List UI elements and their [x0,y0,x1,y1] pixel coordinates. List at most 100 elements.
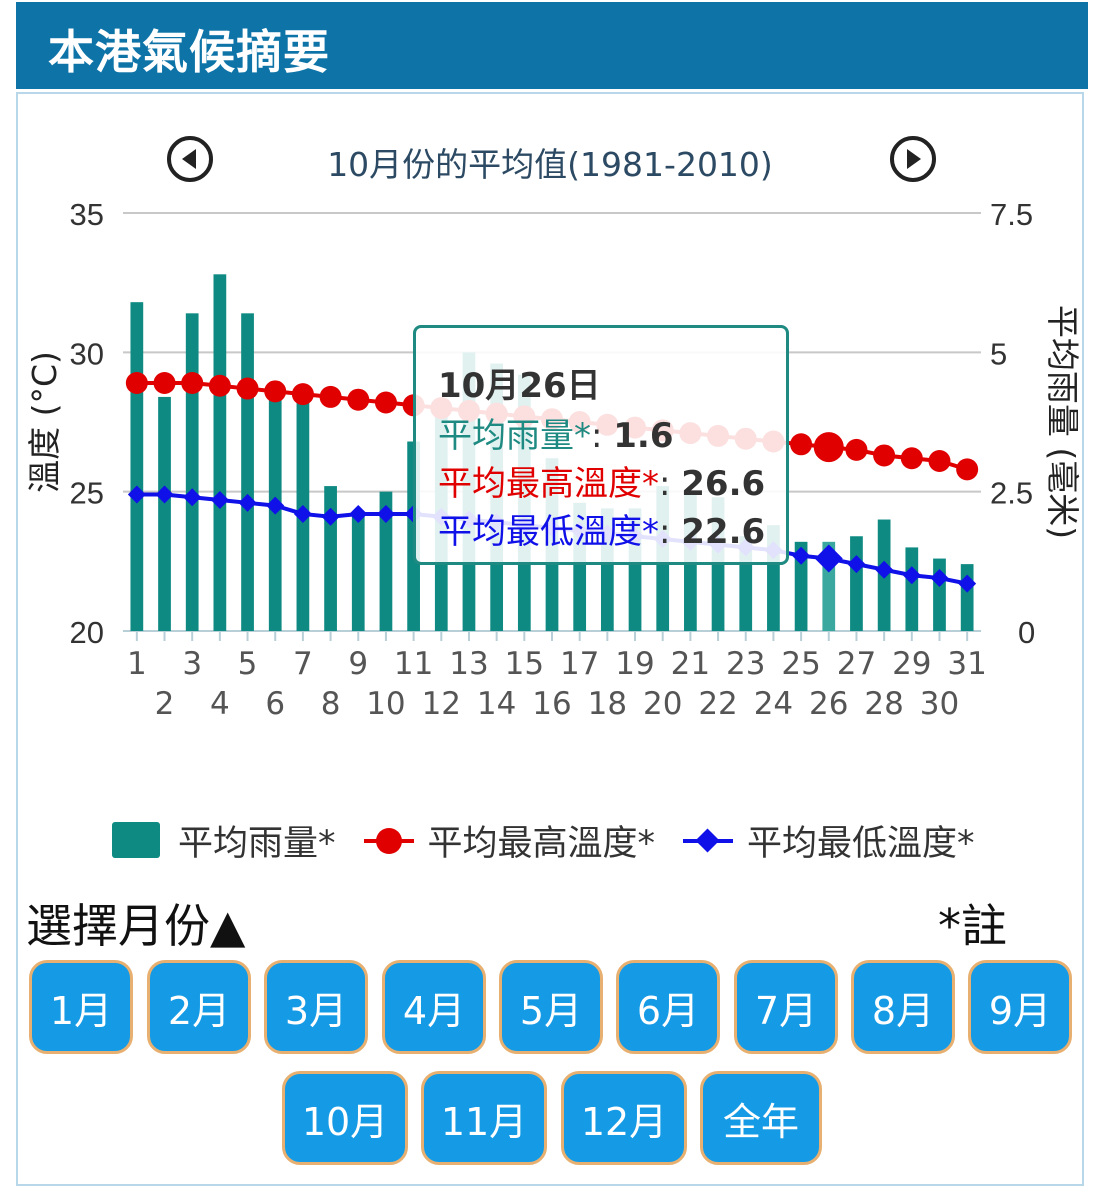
y-left-tick-label: 35 [70,197,104,232]
x-tick-label: 6 [265,686,285,722]
month-button-all-year[interactable]: 全年 [700,1071,822,1165]
x-tick-label: 20 [643,686,682,722]
month-button-12[interactable]: 12月 [561,1071,687,1165]
max-temp-point [264,380,287,403]
y-left-tick-label: 30 [70,336,104,371]
tooltip-rain-value: 1.6 [613,416,674,456]
y-right-tick-label: 7.5 [990,197,1033,232]
y-right-tick-label: 2.5 [990,476,1033,511]
legend-item-rain[interactable]: 平均雨量* [112,815,336,866]
rain-bar [794,541,808,631]
x-tick-label: 19 [615,646,654,682]
x-tick-label: 3 [182,646,202,682]
x-tick-label: 30 [920,686,959,722]
min-temp-point [814,544,843,573]
legend-diamond-swatch [683,822,734,858]
legend-item-min[interactable]: 平均最低溫度* [683,815,975,866]
x-tick-label: 17 [560,646,599,682]
y-left-tick-label: 25 [70,476,104,511]
x-tick-label: 1 [127,646,147,682]
month-button-2[interactable]: 2月 [147,960,251,1054]
y-left-tick-label: 20 [70,615,104,650]
x-tick-label: 21 [671,646,710,682]
tooltip-min: 平均最低溫度*: 22.6 [438,512,766,552]
y-left-axis-title: 溫度 (°C) [25,351,64,493]
max-temp-point [208,374,231,397]
rain-bar [351,513,365,631]
month-button-1[interactable]: 1月 [29,960,133,1054]
max-temp-point [181,371,204,394]
x-tick-label: 11 [394,646,433,682]
min-temp-point [792,546,811,565]
rain-bar [130,302,144,631]
prev-month-button[interactable] [167,136,213,182]
min-temp-point [321,507,340,526]
min-temp-point [349,504,368,523]
select-month-heading[interactable]: 選擇月份▲ [26,899,246,953]
max-temp-point [928,450,951,473]
month-button-11[interactable]: 11月 [421,1071,547,1165]
x-tick-label: 25 [781,646,820,682]
x-tick-label: 9 [348,646,368,682]
month-button-7[interactable]: 7月 [734,960,838,1054]
tooltip-max: 平均最高溫度*: 26.6 [438,464,766,504]
max-temp-point [153,371,176,394]
month-button-4[interactable]: 4月 [382,960,486,1054]
y-right-axis-title: 平均雨量 (毫米) [1043,305,1082,539]
x-tick-label: 22 [698,686,737,722]
max-temp-point [347,388,370,411]
tooltip-min-label: 平均最低溫度* [438,512,659,552]
min-temp-point [847,555,866,574]
max-temp-point [125,371,148,394]
arrow-right-icon [907,149,921,169]
tooltip-min-value: 22.6 [681,512,766,552]
tooltip-rain-label: 平均雨量* [438,416,591,456]
min-temp-point [293,504,312,523]
legend-bar-swatch [112,822,160,858]
min-temp-point [958,574,977,593]
month-button-10[interactable]: 10月 [282,1071,408,1165]
x-tick-label: 10 [366,686,405,722]
chart-panel [16,92,1084,1186]
rain-bar [241,313,254,631]
rain-bar [960,564,974,631]
x-tick-label: 13 [449,646,488,682]
tooltip-rain: 平均雨量*: 1.6 [438,416,674,456]
chart-legend: 平均雨量* 平均最高溫度* 平均最低溫度* [112,818,1003,864]
x-tick-label: 27 [837,646,876,682]
next-month-button[interactable] [890,136,936,182]
max-temp-point [845,438,868,461]
legend-item-max[interactable]: 平均最高溫度* [363,815,655,866]
min-temp-point [238,493,257,512]
notes-link[interactable]: *註 [938,899,1007,953]
min-temp-point [902,566,921,585]
rain-bar [213,274,227,631]
rain-bar [158,396,171,631]
min-temp-point [183,488,202,507]
min-temp-point [266,496,285,515]
month-button-8[interactable]: 8月 [851,960,955,1054]
min-temp-point [127,485,146,504]
max-temp-point [319,385,342,408]
y-right-tick-label: 0 [1018,615,1035,650]
x-tick-label: 31 [947,646,986,682]
max-temp-point [291,383,314,406]
x-tick-label: 18 [588,686,627,722]
x-tick-label: 8 [321,686,341,722]
x-tick-label: 5 [238,646,258,682]
month-button-5[interactable]: 5月 [499,960,603,1054]
x-tick-label: 28 [864,686,903,722]
max-temp-point [790,433,813,456]
rain-bar [379,491,393,631]
month-button-6[interactable]: 6月 [616,960,720,1054]
header-bar: 本港氣候摘要 [16,2,1088,89]
x-tick-label: 14 [477,686,516,722]
y-right-tick-label: 5 [990,336,1007,371]
month-button-3[interactable]: 3月 [264,960,368,1054]
rain-bar [905,547,919,631]
min-temp-point [155,485,174,504]
month-button-9[interactable]: 9月 [968,960,1072,1054]
x-tick-label: 16 [532,686,571,722]
max-temp-point [900,447,923,470]
page-title: 本港氣候摘要 [48,25,330,79]
